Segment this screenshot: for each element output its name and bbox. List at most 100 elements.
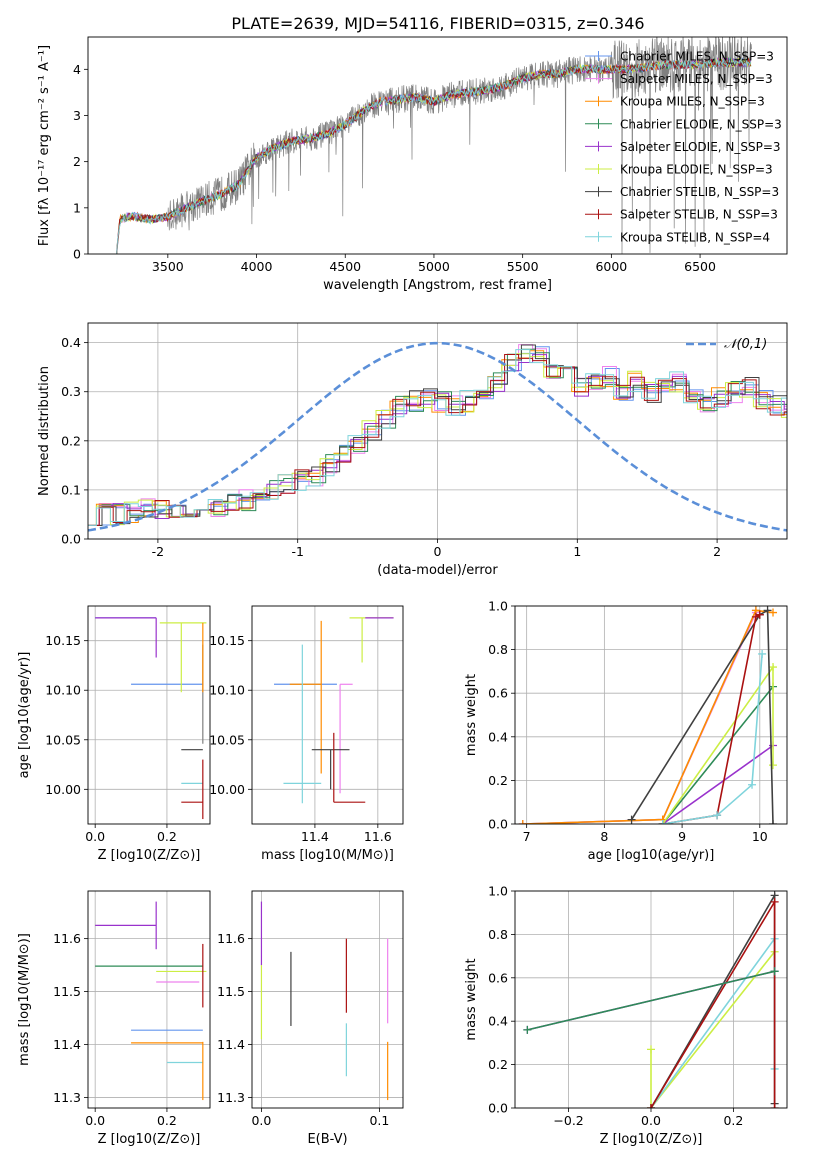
y-tick-label: 11.5 [53,984,81,999]
y-tick-label: 10.05 [45,732,81,747]
plot-frame [514,605,788,825]
weight-marker [769,663,778,672]
spectrum-plot-area [116,37,752,254]
weight-series [658,649,767,824]
weight-series [523,967,779,1034]
x-tick-label: 3500 [152,259,184,274]
spectrum-panel: 3500 4000 4500 5000 5500 6000 6500 0 1 2 3 4 wavelen… [37,36,788,293]
weight-line [650,951,776,1108]
legend-entry: Salpeter ELODIE, N_SSP=3 [620,140,781,154]
residual-histogram [88,349,787,526]
weight-line [662,653,763,824]
x-axis-label: Z [log10(Z/Z⊙)] [98,848,201,863]
weight-marker [518,820,527,824]
mass_vs_Z-plot-area [95,901,207,1101]
x-axis-label: wavelength [Angstrom, rest frame] [323,278,552,293]
x-tick-label: 8 [600,829,608,844]
x-tick-label: −0.2 [553,1113,583,1128]
legend-entry: Salpeter MILES, N_SSP=3 [620,72,773,86]
y-tick-label: 0.4 [488,729,508,744]
residuals-panel: -2 -1 0 1 2 0.0 0.1 0.2 0.3 0.4 (data-model)/error… [37,322,788,578]
y-tick-label: 0.4 [61,335,81,350]
weight-series [647,934,779,1108]
legend-entry: Kroupa ELODIE, N_SSP=3 [620,163,773,177]
mass_vs_Z-panel: 0.0 0.2 11.3 11.4 11.5 11.6 Z [log10(Z/Z⊙)] mas… [17,890,211,1147]
x-tick-label: -1 [291,544,303,559]
spectrum-data-line [116,37,752,254]
y-tick-label: 11.3 [217,1090,245,1105]
plot-frame [251,890,404,1109]
y-tick-label: 0.4 [488,1014,508,1029]
spectrum-legend: Chabrier MILES, N_SSP=3 Salpeter MILES, N… [585,50,782,244]
x-tick-label: 1 [573,544,581,559]
weight-marker [658,820,667,824]
y-tick-label: 11.4 [53,1037,81,1052]
x-tick-label: -2 [152,544,164,559]
residuals-plot-area [88,341,787,532]
y-axis-label: age [log10(age/yr)] [17,652,32,779]
residual-histogram [88,344,787,526]
age_vs_mass-panel: 11.4 11.6 10.00 10.05 10.10 10.15 mass [log10(… [209,605,404,863]
data-point [289,620,322,774]
y-tick-label: 1.0 [488,884,508,899]
y-tick-label: 11.6 [217,931,245,946]
x-axis-label: age [log10(age/yr)] [588,848,715,863]
weight-line [662,686,774,824]
y-tick-label: 10.15 [45,633,81,648]
residual-histogram [88,348,787,526]
weight-marker [647,1045,655,1054]
age_vs_Z-panel: 0.0 0.2 10.00 10.05 10.10 10.15 Z [log10(Z/Z⊙)… [17,605,211,863]
x-tick-label: 11.4 [301,829,329,844]
x-tick-label: 0.0 [85,829,105,844]
plot-frame [251,605,404,825]
data-point [311,749,350,790]
spectrum-model-line [116,58,752,254]
y-axis-label: Flux [fλ 10⁻¹⁷ erg cm⁻² s⁻¹ A⁻¹] [37,45,52,246]
y-tick-label: 0.2 [488,1057,508,1072]
y-tick-label: 0.2 [488,773,508,788]
y-tick-label: 10.15 [209,633,245,648]
weight-marker [523,1025,532,1034]
y-axis-label: mass weight [464,674,479,756]
x-tick-label: 11.6 [364,829,392,844]
weight-marker [755,610,764,619]
y-tick-label: 10.10 [45,683,81,698]
mass_weight_vs_Z-panel: −0.2 0.0 0.2 0.0 0.2 0.4 0.6 0.8 1.0 Z [log10(Z/Z… [464,884,788,1147]
x-tick-label: 0.2 [157,829,177,844]
data-point [95,617,157,658]
weight-line [662,664,774,824]
y-axis-label: mass weight [464,958,479,1040]
x-tick-label: 7 [523,829,531,844]
y-tick-label: 0.3 [61,384,81,399]
plot-frame [87,36,788,255]
x-tick-label: 6500 [684,259,716,274]
weight-marker [647,1104,655,1108]
mass_weight_vs_age-plot-area [518,606,778,824]
legend-entry: Kroupa MILES, N_SSP=3 [620,95,765,109]
y-tick-label: 0.8 [488,927,508,942]
y-tick-label: 10.00 [209,782,245,797]
mass_vs_ebv-plot-area [260,901,389,1101]
legend-entry: Kroupa STELIB, N_SSP=4 [620,230,770,244]
weight-marker [763,606,772,615]
residual-histogram [88,354,787,526]
mass_vs_ebv-panel: 0.0 0.1 11.3 11.4 11.5 11.6 E(B-V) [217,890,404,1147]
plot-frame [87,322,788,540]
weight-marker [758,649,767,658]
weight-line [650,936,776,1108]
residual-histogram [88,344,787,526]
x-tick-label: 9 [678,829,686,844]
y-tick-label: 0.0 [488,817,508,832]
x-axis-label: Z [log10(Z/Z⊙)] [600,1132,703,1147]
residual-histogram [88,354,787,526]
y-tick-label: 11.6 [53,931,81,946]
x-tick-label: 0 [434,544,442,559]
weight-marker [713,811,722,820]
y-tick-label: 2 [73,154,81,169]
residual-histogram [88,346,787,526]
data-point [333,732,366,803]
weight-line [630,609,774,824]
y-tick-label: 0.8 [488,642,508,657]
x-tick-label: 6000 [595,259,627,274]
weight-series [627,606,778,824]
